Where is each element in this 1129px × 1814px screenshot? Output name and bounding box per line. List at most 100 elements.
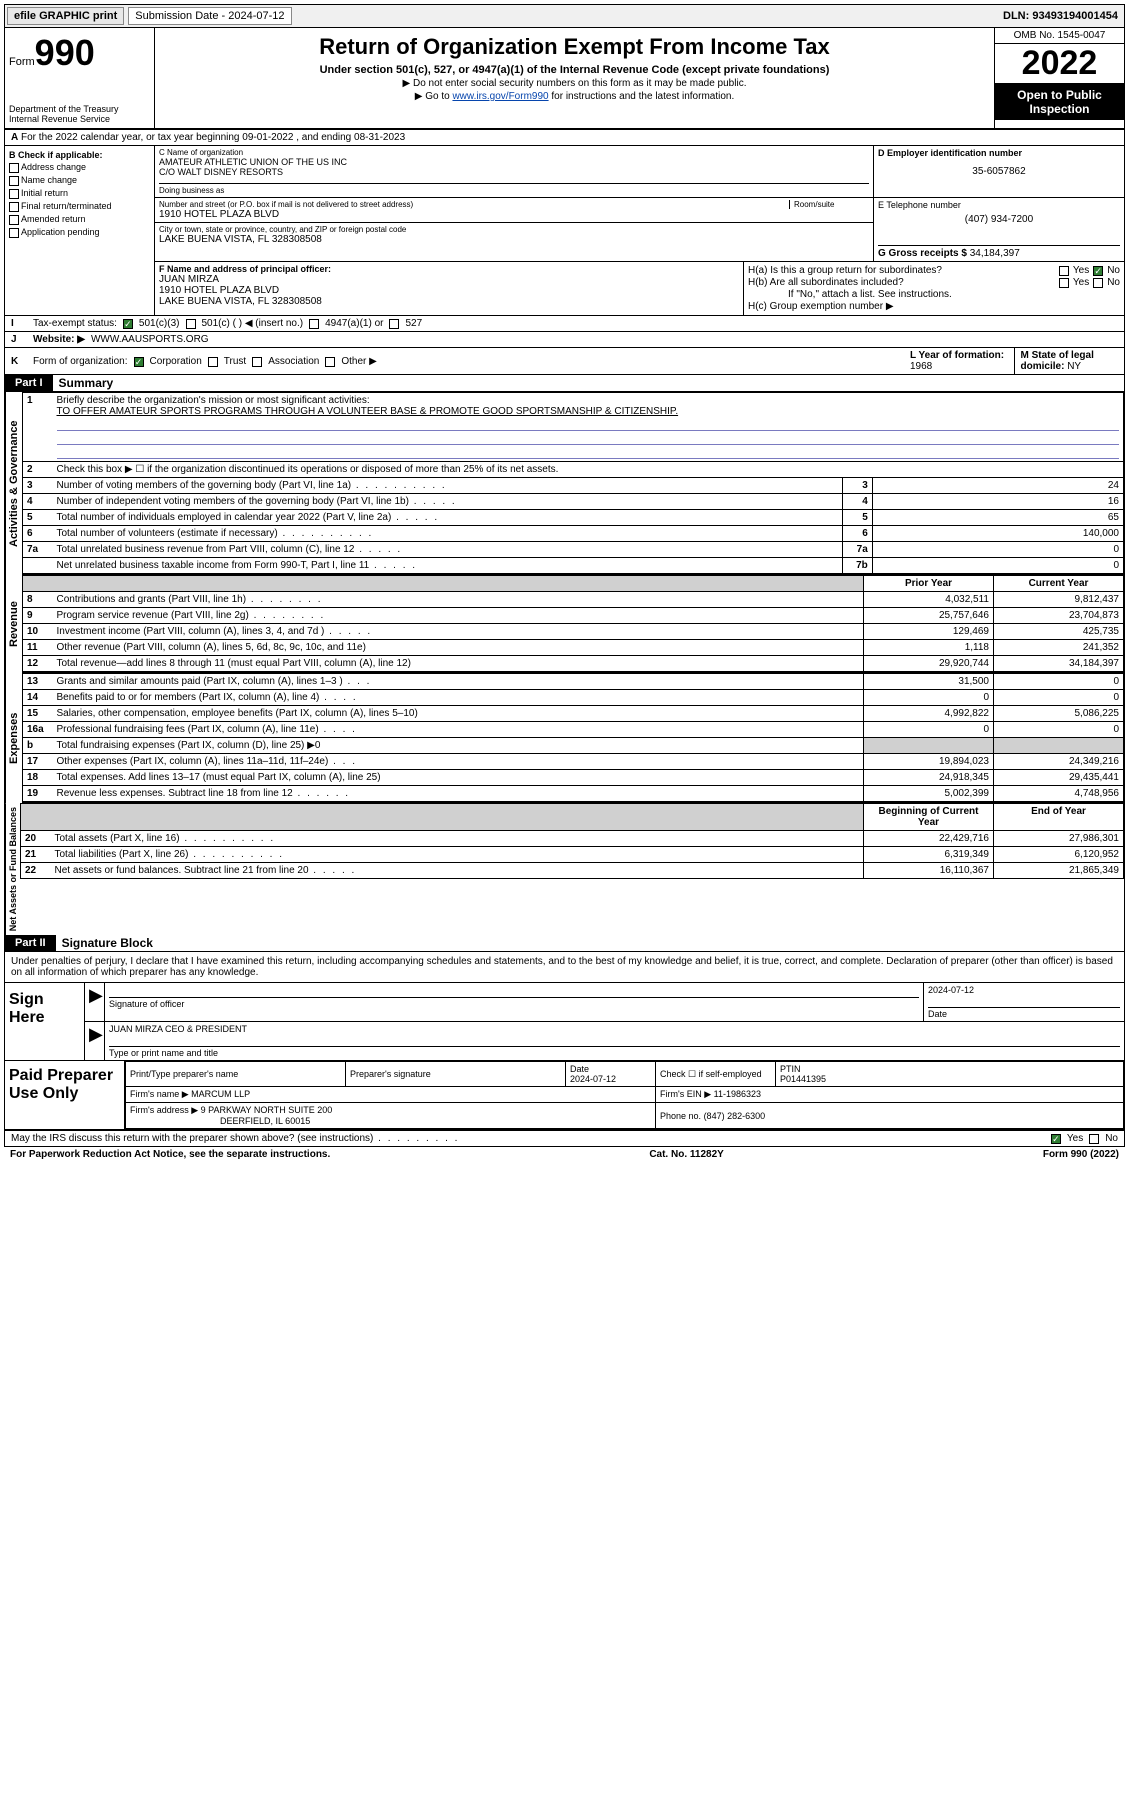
part2-header: Part II Signature Block: [4, 935, 1125, 952]
val-l20p: 22,429,716: [864, 831, 994, 847]
submission-date: Submission Date - 2024-07-12: [128, 7, 291, 25]
ein-label: D Employer identification number: [878, 148, 1120, 158]
dln: DLN: 93493194001454: [1003, 10, 1122, 22]
chk-address-change[interactable]: [9, 163, 19, 173]
val-l5: 65: [872, 510, 1123, 526]
firm-phone: (847) 282-6300: [704, 1111, 766, 1121]
sign-here: Sign Here ▶ Signature of officer 2024-07…: [4, 983, 1125, 1061]
chk-final-return[interactable]: [9, 202, 19, 212]
form-subtitle: Under section 501(c), 527, or 4947(a)(1)…: [159, 64, 990, 76]
org-care-of: C/O WALT DISNEY RESORTS: [159, 167, 869, 177]
paid-preparer: Paid Preparer Use Only Print/Type prepar…: [4, 1061, 1125, 1131]
val-l4: 16: [872, 494, 1123, 510]
chk-name-change[interactable]: [9, 176, 19, 186]
val-l16ap: 0: [864, 722, 994, 738]
val-l9p: 25,757,646: [864, 608, 994, 624]
chk-amended[interactable]: [9, 215, 19, 225]
mission: TO OFFER AMATEUR SPORTS PROGRAMS THROUGH…: [57, 406, 679, 417]
ein-value: 35-6057862: [878, 166, 1120, 177]
form-title: Return of Organization Exempt From Incom…: [159, 34, 990, 60]
phone-label: E Telephone number: [878, 200, 1120, 210]
val-l15p: 4,992,822: [864, 706, 994, 722]
chk-trust[interactable]: [208, 357, 218, 367]
val-l18p: 24,918,345: [864, 770, 994, 786]
chk-corp[interactable]: [134, 357, 144, 367]
penalty-statement: Under penalties of perjury, I declare th…: [4, 952, 1125, 983]
val-l11c: 241,352: [994, 640, 1124, 656]
chk-4947[interactable]: [309, 319, 319, 329]
firm-addr2: DEERFIELD, IL 60015: [130, 1116, 310, 1126]
val-l19c: 4,748,956: [994, 786, 1124, 803]
col-b: B Check if applicable: Address change Na…: [5, 146, 155, 315]
chk-discuss-yes[interactable]: [1051, 1134, 1061, 1144]
side-revenue: Revenue: [5, 575, 22, 673]
val-l18c: 29,435,441: [994, 770, 1124, 786]
side-expenses: Expenses: [5, 673, 22, 803]
chk-assoc[interactable]: [252, 357, 262, 367]
val-l14c: 0: [994, 690, 1124, 706]
form-link-line: ▶ Go to www.irs.gov/Form990 for instruct…: [159, 91, 990, 102]
open-public-badge: Open to Public Inspection: [995, 84, 1124, 120]
irs-link[interactable]: www.irs.gov/Form990: [452, 91, 548, 102]
firm-addr1: 9 PARKWAY NORTH SUITE 200: [201, 1105, 333, 1115]
block-bcdefgh: B Check if applicable: Address change Na…: [4, 146, 1125, 316]
chk-501c3[interactable]: [123, 319, 133, 329]
header: Form990 Department of the Treasury Inter…: [4, 28, 1125, 130]
chk-501c[interactable]: [186, 319, 196, 329]
part1-header: Part I Summary: [4, 375, 1125, 392]
form-note-ssn: ▶ Do not enter social security numbers o…: [159, 78, 990, 89]
top-bar: efile GRAPHIC print Submission Date - 20…: [4, 4, 1125, 28]
chk-other[interactable]: [325, 357, 335, 367]
val-l3: 24: [872, 478, 1123, 494]
val-l8c: 9,812,437: [994, 592, 1124, 608]
val-l22p: 16,110,367: [864, 863, 994, 879]
val-l10p: 129,469: [864, 624, 994, 640]
line-j: JWebsite: ▶ WWW.AAUSPORTS.ORG: [4, 332, 1125, 348]
form-number: Form990: [9, 32, 150, 74]
val-l12c: 34,184,397: [994, 656, 1124, 673]
chk-hb-no[interactable]: [1093, 278, 1103, 288]
val-l7b: 0: [872, 558, 1123, 575]
chk-hb-yes[interactable]: [1059, 278, 1069, 288]
val-l17p: 19,894,023: [864, 754, 994, 770]
tax-year: 2022: [995, 44, 1124, 84]
sign-date: 2024-07-12: [928, 985, 974, 995]
val-l6: 140,000: [872, 526, 1123, 542]
officer-addr1: 1910 HOTEL PLAZA BLVD: [159, 285, 739, 296]
line-klm: KForm of organization: Corporation Trust…: [4, 348, 1125, 375]
chk-ha-no[interactable]: [1093, 266, 1103, 276]
val-l13c: 0: [994, 674, 1124, 690]
firm-ein: 11-1986323: [714, 1089, 761, 1099]
year-formation: 1968: [910, 361, 932, 372]
val-l21c: 6,120,952: [994, 847, 1124, 863]
val-l19p: 5,002,399: [864, 786, 994, 803]
val-l12p: 29,920,744: [864, 656, 994, 673]
chk-app-pending[interactable]: [9, 228, 19, 238]
city-state-zip: LAKE BUENA VISTA, FL 328308508: [159, 234, 869, 245]
val-l20c: 27,986,301: [994, 831, 1124, 847]
omb-number: OMB No. 1545-0047: [995, 28, 1124, 44]
chk-ha-yes[interactable]: [1059, 266, 1069, 276]
chk-initial-return[interactable]: [9, 189, 19, 199]
val-l8p: 4,032,511: [864, 592, 994, 608]
val-l11p: 1,118: [864, 640, 994, 656]
gross-receipts: 34,184,397: [970, 248, 1020, 259]
officer-addr2: LAKE BUENA VISTA, FL 328308508: [159, 296, 739, 307]
footer: For Paperwork Reduction Act Notice, see …: [4, 1147, 1125, 1162]
chk-527[interactable]: [389, 319, 399, 329]
side-net: Net Assets or Fund Balances: [5, 803, 20, 935]
efile-button[interactable]: efile GRAPHIC print: [7, 7, 124, 25]
org-name: AMATEUR ATHLETIC UNION OF THE US INC: [159, 157, 869, 167]
val-l16ac: 0: [994, 722, 1124, 738]
val-l9c: 23,704,873: [994, 608, 1124, 624]
irs: Internal Revenue Service: [9, 114, 150, 124]
val-l14p: 0: [864, 690, 994, 706]
val-l15c: 5,086,225: [994, 706, 1124, 722]
val-l10c: 425,735: [994, 624, 1124, 640]
firm-name: MARCUM LLP: [191, 1089, 250, 1099]
phone-value: (407) 934-7200: [878, 214, 1120, 225]
chk-discuss-no[interactable]: [1089, 1134, 1099, 1144]
prep-date: 2024-07-12: [570, 1074, 616, 1084]
val-l7a: 0: [872, 542, 1123, 558]
name-label: C Name of organization: [159, 148, 869, 157]
